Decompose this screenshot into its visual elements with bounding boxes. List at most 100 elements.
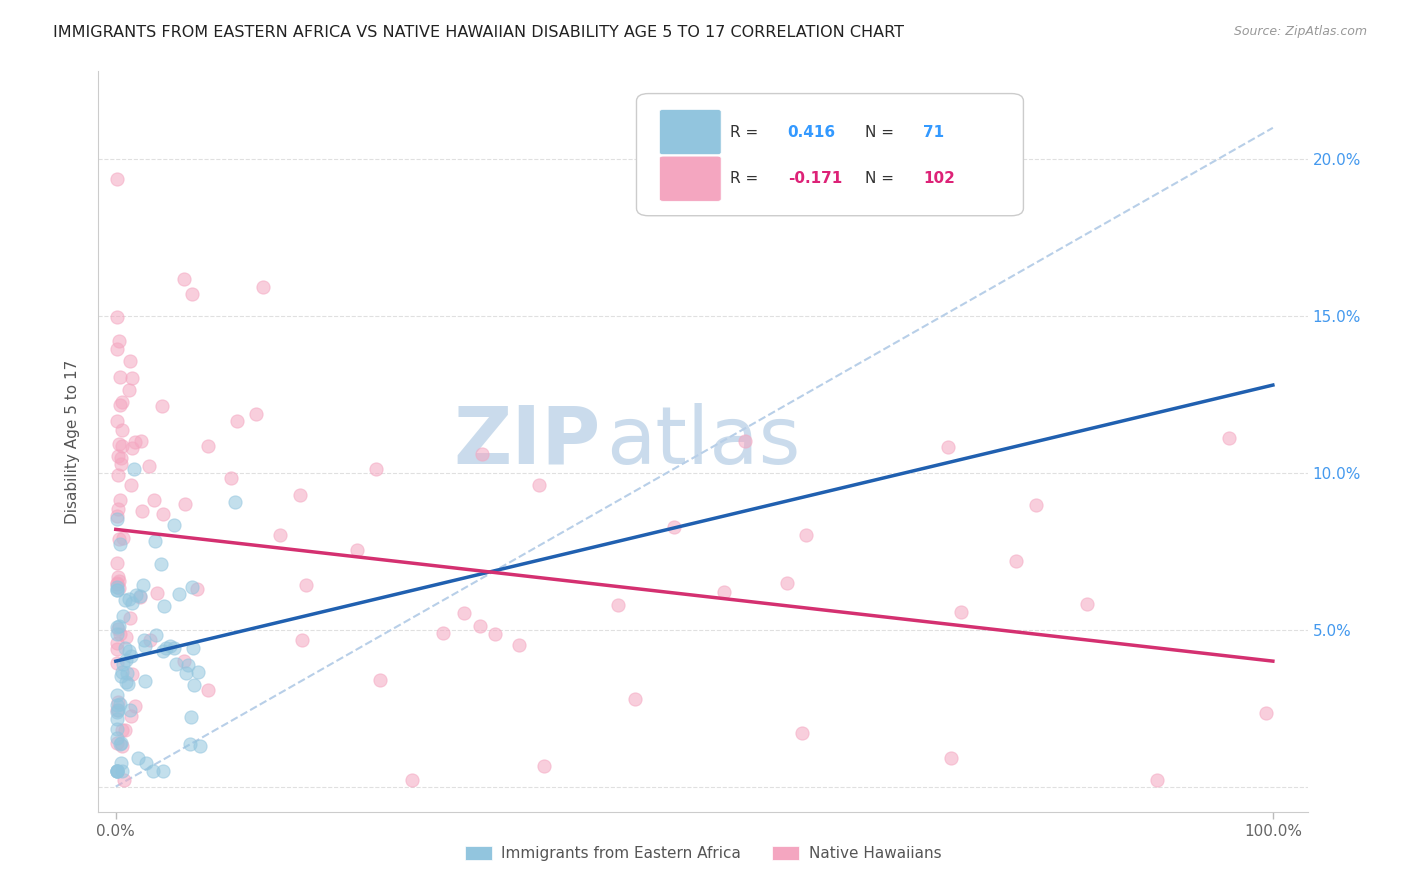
Point <box>366 462 388 476</box>
Point <box>134 674 156 689</box>
Point <box>120 708 142 723</box>
Point <box>776 576 799 591</box>
Point <box>138 458 160 473</box>
Point <box>155 640 177 655</box>
Point <box>188 739 211 753</box>
Point <box>105 736 128 750</box>
Point <box>105 764 128 778</box>
Point <box>105 171 128 186</box>
Point <box>105 731 128 746</box>
Point <box>153 599 176 613</box>
Point <box>471 447 494 461</box>
Point <box>111 609 134 624</box>
Point <box>134 639 156 653</box>
Point <box>110 450 132 465</box>
Point <box>294 577 316 591</box>
Point <box>105 620 128 634</box>
Point <box>110 395 132 409</box>
Point <box>224 494 246 508</box>
Text: IMMIGRANTS FROM EASTERN AFRICA VS NATIVE HAWAIIAN DISABILITY AGE 5 TO 17 CORRELA: IMMIGRANTS FROM EASTERN AFRICA VS NATIVE… <box>53 25 904 40</box>
Point <box>121 596 143 610</box>
Point <box>108 334 131 349</box>
Point <box>108 698 131 712</box>
Point <box>105 414 128 428</box>
Point <box>118 592 141 607</box>
Point <box>120 648 142 663</box>
Point <box>508 638 530 652</box>
Point <box>110 398 132 412</box>
Point <box>105 764 128 778</box>
Point <box>138 632 160 647</box>
Point <box>131 504 153 518</box>
Point <box>112 773 135 788</box>
Point <box>152 399 174 413</box>
Point <box>108 437 131 451</box>
FancyBboxPatch shape <box>637 94 1024 216</box>
Point <box>110 669 132 683</box>
Point <box>127 751 149 765</box>
FancyBboxPatch shape <box>659 110 721 154</box>
Point <box>150 558 173 572</box>
Point <box>219 471 242 485</box>
Point <box>118 353 141 368</box>
Point <box>163 518 186 533</box>
Point <box>110 537 132 551</box>
Point <box>181 641 204 656</box>
Point <box>114 723 136 737</box>
Point <box>453 607 475 621</box>
Point <box>111 739 134 753</box>
Text: -0.171: -0.171 <box>787 171 842 186</box>
Text: 102: 102 <box>924 171 955 186</box>
Point <box>533 759 555 773</box>
Point <box>105 705 128 719</box>
Text: atlas: atlas <box>606 402 800 481</box>
Point <box>118 611 141 625</box>
Point <box>107 703 129 717</box>
Text: Source: ZipAtlas.com: Source: ZipAtlas.com <box>1233 25 1367 38</box>
Point <box>105 764 128 778</box>
Point <box>1005 554 1028 568</box>
Point <box>105 703 128 717</box>
Point <box>949 605 972 619</box>
Point <box>107 450 129 464</box>
Point <box>105 636 128 650</box>
Point <box>110 736 132 750</box>
Point <box>180 287 202 301</box>
Point <box>252 280 274 294</box>
Point <box>107 570 129 584</box>
Point <box>107 695 129 709</box>
Point <box>146 586 169 600</box>
Point <box>107 501 129 516</box>
Point <box>114 593 136 607</box>
Point <box>124 588 146 602</box>
Point <box>115 630 138 644</box>
Point <box>105 583 128 598</box>
Text: R =: R = <box>730 125 762 139</box>
Point <box>108 738 131 752</box>
Point <box>105 556 128 570</box>
Point <box>132 633 155 648</box>
Point <box>1218 431 1240 445</box>
FancyBboxPatch shape <box>659 156 721 202</box>
Point <box>368 673 391 688</box>
Point <box>115 666 138 681</box>
Point <box>107 574 129 589</box>
Point <box>114 653 136 667</box>
Point <box>111 665 134 679</box>
Point <box>129 434 152 448</box>
Point <box>110 423 132 437</box>
Point <box>105 764 128 778</box>
Point <box>131 578 153 592</box>
Point <box>128 589 150 603</box>
Text: N =: N = <box>865 171 898 186</box>
Point <box>165 657 187 671</box>
Point <box>181 580 204 594</box>
Point <box>111 723 134 737</box>
Point <box>225 413 247 427</box>
Point <box>174 665 197 680</box>
Point <box>484 627 506 641</box>
Text: ZIP: ZIP <box>453 402 600 481</box>
Point <box>290 487 312 501</box>
Point <box>734 434 756 449</box>
Point <box>105 626 128 640</box>
